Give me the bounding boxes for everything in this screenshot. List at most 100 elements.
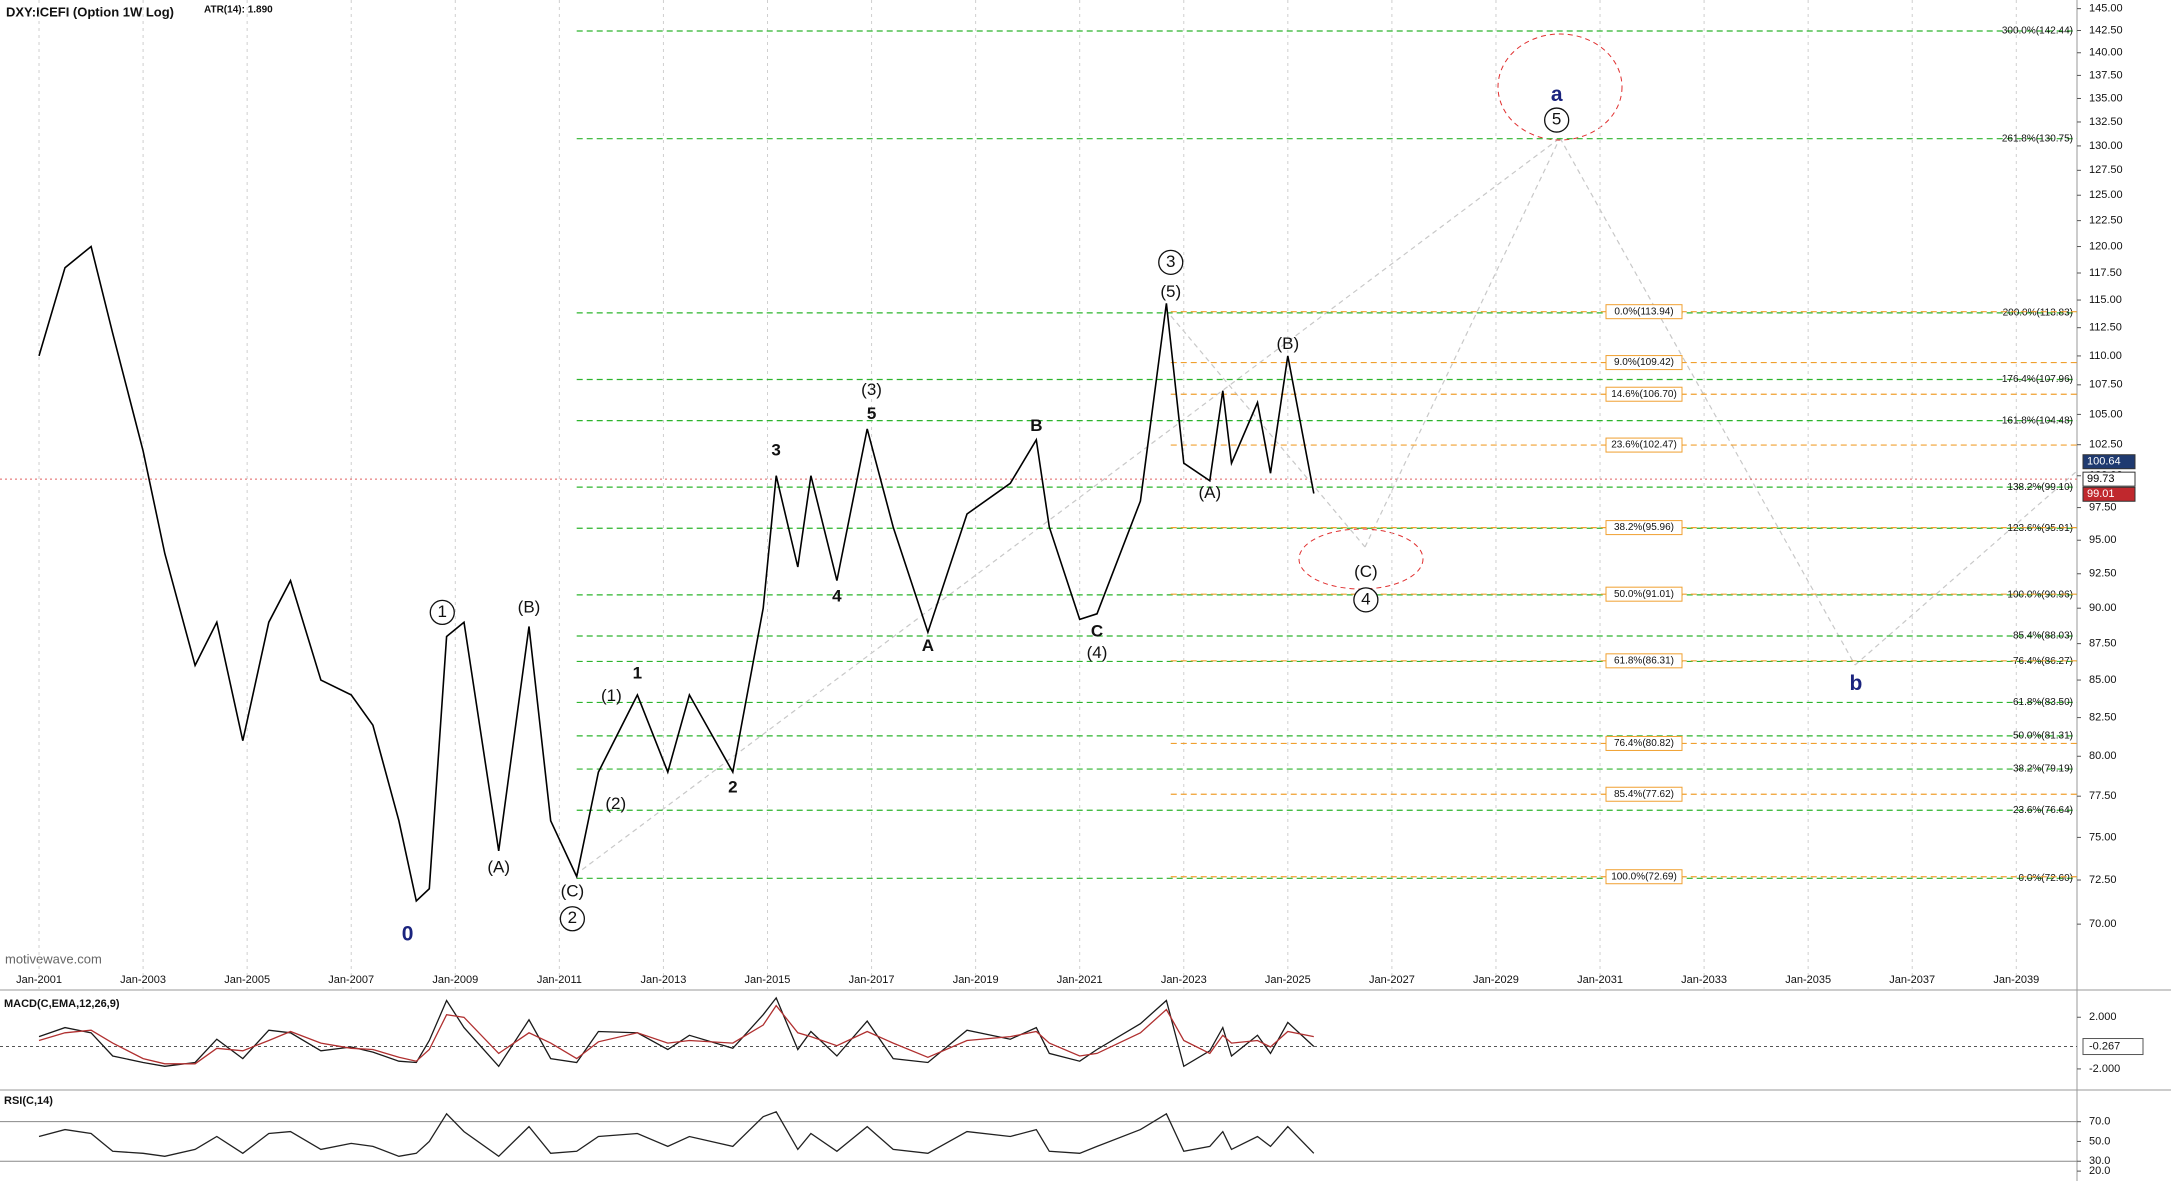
wave-label: (B): [518, 598, 541, 617]
wave-label: (2): [605, 794, 626, 813]
wave-label: 4: [1361, 589, 1370, 608]
y-tick-label: 115.00: [2089, 294, 2122, 306]
y-tick-label: 140.00: [2089, 47, 2123, 59]
fib-label: 100.0%(90.96): [2007, 590, 2073, 601]
y-tick-label: 50.0: [2089, 1135, 2110, 1147]
y-tick-label: 145.00: [2089, 3, 2123, 15]
fib-label: 0.0%(72.60): [2019, 873, 2073, 884]
fib-label-box: [1605, 735, 1683, 751]
wave-label: (A): [1198, 483, 1221, 502]
x-tick-label: Jan-2021: [1057, 974, 1103, 986]
y-tick-label: 130.00: [2089, 140, 2123, 152]
macd-title: MACD(C,EMA,12,26,9): [4, 998, 120, 1010]
x-tick-label: Jan-2027: [1369, 974, 1415, 986]
wave-label: (A): [487, 857, 510, 876]
wave-label: (C): [1354, 562, 1378, 581]
fib-label: 50.0%(91.01): [1614, 589, 1674, 600]
wave-label: 2: [728, 778, 737, 797]
series-line: [38, 245, 1315, 903]
x-tick-label: Jan-2013: [640, 974, 686, 986]
x-tick-label: Jan-2023: [1161, 974, 1207, 986]
wave-label: (C): [561, 882, 585, 901]
price-tag: [2082, 486, 2136, 502]
target-zone: [1497, 33, 1623, 141]
y-tick-label: 85.00: [2089, 674, 2117, 686]
wave-label: (1): [601, 686, 622, 705]
y-tick-label: 110.00: [2089, 350, 2122, 362]
source: motivewave.com: [5, 951, 102, 966]
wave-label: 3: [1166, 252, 1175, 271]
fib-label-box: [1605, 786, 1683, 802]
fib-label-box: [1605, 520, 1683, 536]
wave-circle: [559, 906, 586, 932]
fib-label: 0.0%(113.94): [1614, 306, 1673, 317]
y-tick-label: 135.00: [2089, 92, 2123, 104]
fib-label-box: [1605, 304, 1683, 320]
price-tag-label: 99.73: [2087, 473, 2115, 485]
wave-label: 1: [633, 664, 642, 683]
fib-label: 9.0%(109.42): [1614, 357, 1674, 368]
fib-label: 100.0%(72.69): [1611, 871, 1677, 882]
wave-label: (5): [1160, 282, 1181, 301]
price-tag: [2082, 454, 2136, 470]
projections: [574, 137, 2078, 876]
y-tick-label: 70.00: [2089, 918, 2117, 930]
fib-label: 61.8%(86.31): [1614, 655, 1674, 666]
x-tick-label: Jan-2015: [745, 974, 791, 986]
y-tick-label: 72.50: [2089, 874, 2117, 886]
x-tick-label: Jan-2037: [1889, 974, 1935, 986]
price-tag: [2082, 471, 2136, 487]
y-tick-label: 87.50: [2089, 638, 2117, 650]
y-tick-label: 70.0: [2089, 1116, 2110, 1128]
y-tick-label: 122.50: [2089, 215, 2123, 227]
projection-line: [1559, 137, 1856, 666]
wave-label: C: [1091, 622, 1103, 641]
x-tick-label: Jan-2017: [849, 974, 895, 986]
series-line: [38, 1004, 1314, 1065]
y-tick-label: 125.00: [2089, 189, 2123, 201]
y-tick-label: 142.50: [2089, 24, 2123, 36]
wave-label: a: [1551, 83, 1563, 106]
x-tick-label: Jan-2025: [1265, 974, 1311, 986]
fib-label: 76.4%(80.82): [1614, 738, 1674, 749]
y-tick-label: 120.00: [2089, 240, 2123, 252]
fib-label: 176.4%(107.96): [2002, 374, 2073, 385]
wave-circle: [429, 599, 455, 626]
fib-label: 85.4%(88.03): [2013, 631, 2073, 642]
x-tick-label: Jan-2005: [224, 974, 270, 986]
wave-label: 2: [568, 908, 577, 927]
rsi-title: RSI(C,14): [4, 1095, 53, 1107]
wave-label: 5: [1552, 110, 1561, 129]
y-tick-label: 2.000: [2089, 1011, 2117, 1023]
y-tick-label: 112.50: [2089, 322, 2122, 334]
y-tick-label: -2.000: [2089, 1063, 2120, 1075]
chart-subtitle: ATR(14): 1.890: [204, 5, 273, 16]
fib-label: 50.0%(81.31): [2013, 730, 2073, 741]
fib-label: 23.6%(76.64): [2013, 805, 2073, 816]
wave-label: B: [1030, 416, 1042, 435]
price-tag-label: 100.64: [2087, 456, 2121, 468]
wave-label: 0: [402, 923, 414, 946]
y-tick-label: 107.50: [2089, 379, 2123, 391]
y-tick-label: 132.50: [2089, 116, 2123, 128]
y-tick-label: 97.50: [2089, 501, 2117, 513]
fib-label: 261.8%(130.75): [2002, 133, 2073, 144]
x-tick-label: Jan-2003: [120, 974, 166, 986]
y-tick-label: 20.0: [2089, 1165, 2110, 1177]
x-tick-label: Jan-2033: [1681, 974, 1727, 986]
y-tick-label: 117.50: [2089, 267, 2122, 279]
x-tick-label: Jan-2035: [1785, 974, 1831, 986]
chart-title: DXY:ICEFI (Option 1W Log): [6, 4, 174, 19]
fib-label-box: [1605, 653, 1683, 669]
y-tick-label: 102.50: [2089, 439, 2123, 451]
y-tick-label: 77.50: [2089, 790, 2117, 802]
fib-label: 138.2%(99.10): [2007, 482, 2073, 493]
fib-label: 200.0%(113.83): [2003, 308, 2073, 319]
y-tick-label: 90.00: [2089, 602, 2117, 614]
y-tick-label: 80.00: [2089, 750, 2117, 762]
last-value-label: -0.267: [2089, 1040, 2120, 1052]
last-value-box: [2082, 1038, 2144, 1056]
wave-label: (3): [861, 380, 882, 399]
